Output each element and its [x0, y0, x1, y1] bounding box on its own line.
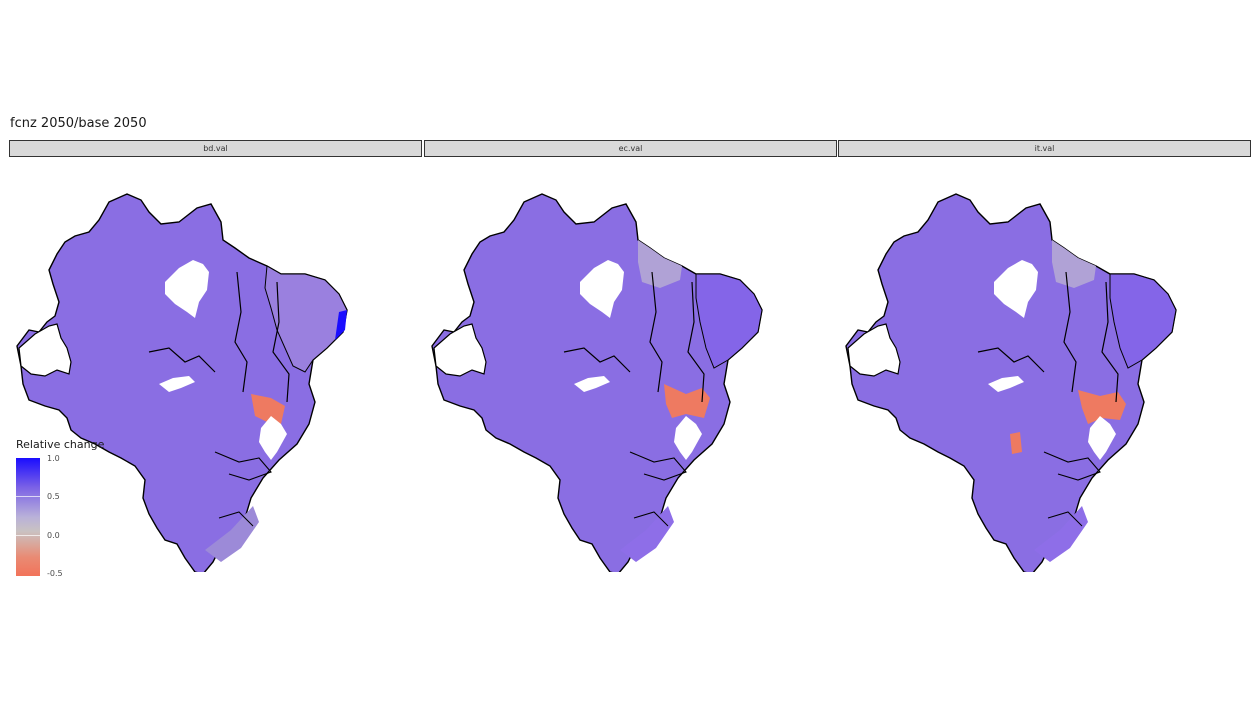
region-northeast [264, 265, 348, 373]
map-it-val [845, 193, 1177, 572]
region-northeast [1109, 273, 1177, 369]
map-bd-val [16, 193, 348, 572]
map-ec-val [431, 193, 763, 572]
region-northeast [695, 273, 763, 369]
legend-tick-label: 1.0 [47, 454, 60, 463]
legend-tick-label: 0.0 [47, 531, 60, 540]
legend-tick-line [16, 535, 40, 536]
legend-colorbar [16, 458, 40, 576]
legend-tick-label: -0.5 [47, 569, 63, 578]
figure-title: fcnz 2050/base 2050 [10, 116, 147, 131]
facet-panel-ec: ec.val [424, 140, 838, 572]
region-north-gray [1052, 240, 1096, 288]
facet-strip-it: it.val [838, 140, 1251, 157]
facet-strip-bd: bd.val [9, 140, 422, 157]
color-legend: Relative change 1.0 0.5 0.0 -0.5 [14, 438, 154, 583]
region-south [1034, 506, 1088, 562]
region-south [205, 506, 259, 562]
region-north-gray [638, 240, 682, 288]
facet-panel-bd: bd.val [9, 140, 423, 572]
legend-tick-line [16, 496, 40, 497]
legend-title: Relative change [16, 438, 105, 451]
facet-strip-ec: ec.val [424, 140, 837, 157]
region-decline-west [1010, 432, 1022, 454]
region-decline [1078, 390, 1126, 424]
region-decline [251, 394, 285, 424]
region-east-coast [335, 310, 347, 340]
region-decline [664, 384, 710, 418]
facet-panel-it: it.val [838, 140, 1252, 572]
legend-tick-label: 0.5 [47, 492, 60, 501]
region-south [620, 506, 674, 562]
